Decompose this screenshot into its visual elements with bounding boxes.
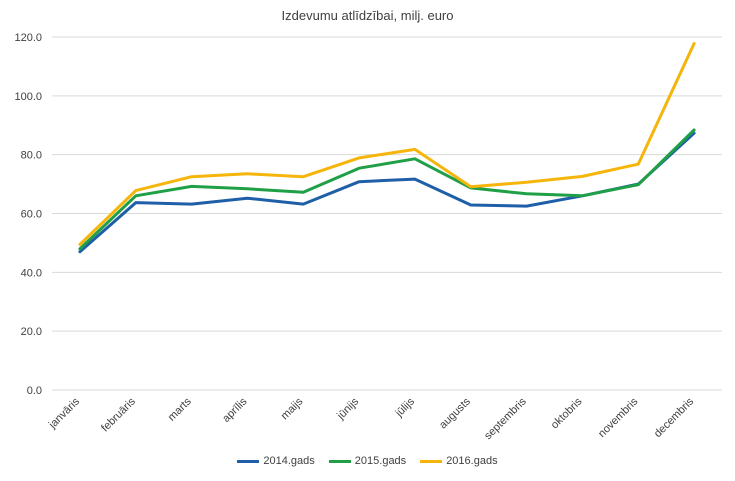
series-line-2016.gads xyxy=(78,42,696,246)
series-line-2015.gads xyxy=(78,128,696,251)
x-tick-label: jūlijs xyxy=(393,395,418,420)
x-tick-label: maijs xyxy=(279,395,306,422)
x-tick-label: aprīlis xyxy=(220,395,250,425)
y-tick-label: 80.0 xyxy=(21,150,42,162)
chart-title: Izdevumu atlīdzībai, milj. euro xyxy=(281,8,454,23)
legend-swatch xyxy=(237,459,260,463)
x-tick-label: oktobris xyxy=(549,395,585,431)
y-tick-label: 60.0 xyxy=(21,209,42,221)
legend-item: 2015.gads xyxy=(328,455,407,467)
x-tick-label: jūnijs xyxy=(334,395,361,422)
x-tick-label: septembris xyxy=(482,395,529,442)
x-tick-label: augusts xyxy=(437,395,473,431)
legend-item: 2016.gads xyxy=(420,455,498,467)
y-tick-label: 0.0 xyxy=(27,385,42,397)
legend-label: 2014.gads xyxy=(263,455,315,467)
legend-item: 2014.gads xyxy=(237,455,315,467)
chart-legend: 2014.gads 2015.gads 2016.gads xyxy=(0,455,735,467)
x-tick-label: februāris xyxy=(99,395,138,434)
axes: 0.0 20.0 40.0 60.0 80.0 100.0 120.0 janvāris feb… xyxy=(14,32,696,442)
legend-label: 2015.gads xyxy=(354,455,407,467)
y-tick-label: 100.0 xyxy=(14,91,42,103)
gridlines xyxy=(52,36,722,391)
series-lines xyxy=(78,42,696,254)
y-tick-label: 120.0 xyxy=(14,32,42,44)
x-tick-label: novembris xyxy=(596,395,641,440)
legend-swatch xyxy=(420,459,443,463)
x-tick-label: janvāris xyxy=(46,395,82,431)
y-tick-label: 20.0 xyxy=(21,326,42,338)
y-tick-label: 40.0 xyxy=(21,267,42,279)
x-tick-label: marts xyxy=(166,395,194,423)
legend-swatch xyxy=(328,459,351,463)
legend-label: 2016.gads xyxy=(446,455,498,467)
x-tick-label: decembris xyxy=(652,395,697,440)
